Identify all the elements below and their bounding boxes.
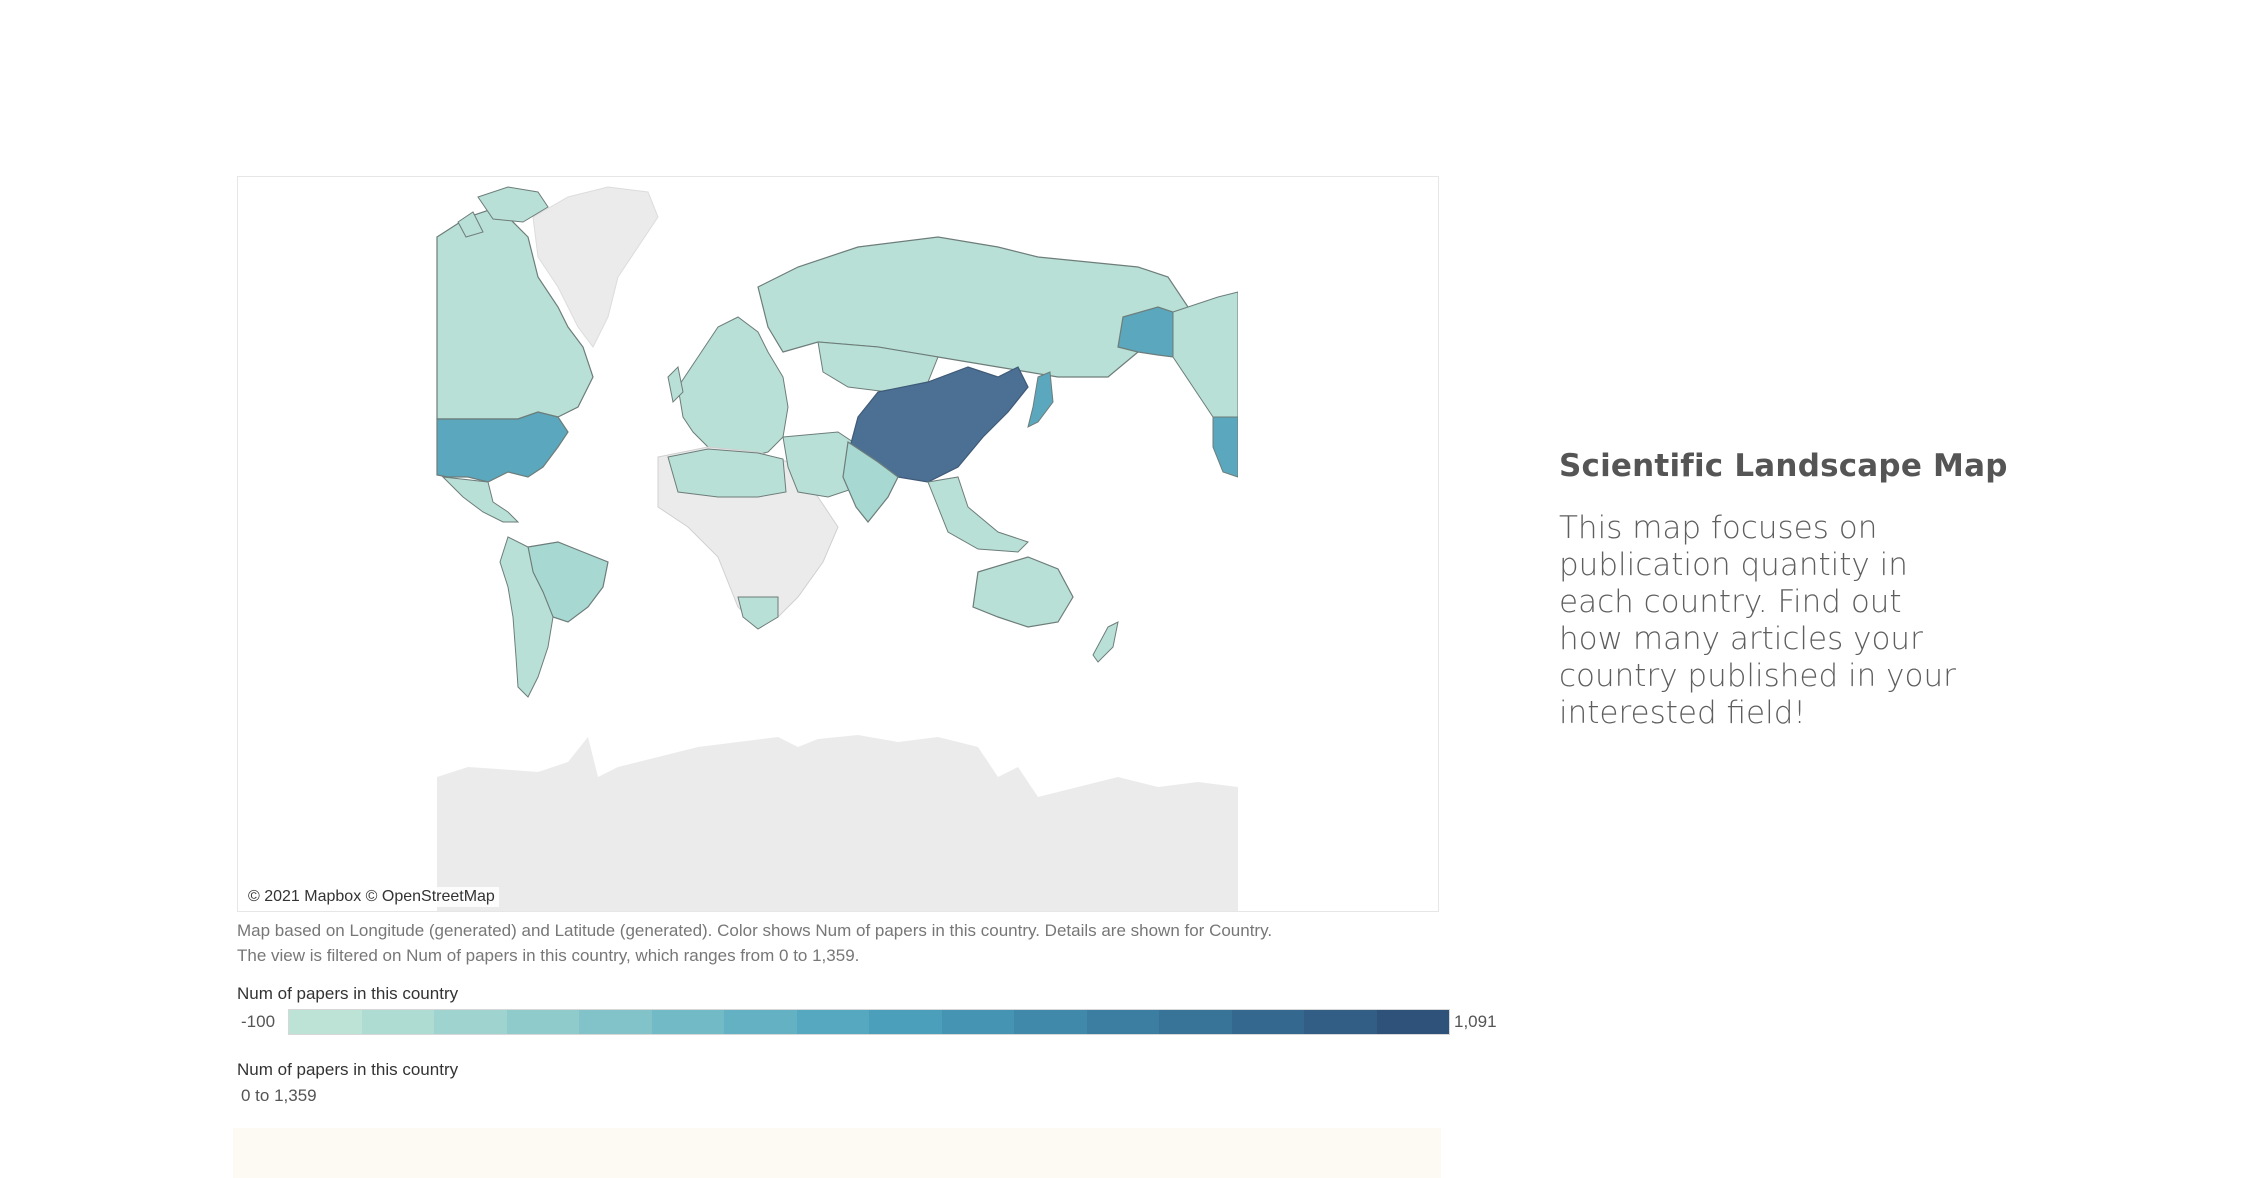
color-legend-step [434,1010,507,1034]
country-india[interactable] [842,440,899,523]
map-view[interactable]: © 2021 Mapbox © OpenStreetMap [237,176,1439,912]
caption-line-2: The view is filtered on Num of papers in… [237,946,860,965]
country-united-states[interactable] [436,411,569,483]
antarctica-landmass [437,735,1238,911]
color-legend-step [289,1010,362,1034]
color-legend-step [361,1010,434,1034]
color-legend-title: Num of papers in this country [237,984,459,1003]
color-legend-step [1014,1010,1087,1034]
map-attribution[interactable]: © 2021 Mapbox © OpenStreetMap [244,887,499,907]
filter-legend-range[interactable]: 0 to 1,359 [241,1086,317,1105]
caption-line-1: Map based on Longitude (generated) and L… [237,921,1273,940]
country-new-zealand [1092,621,1119,663]
north-africa-countries[interactable] [667,448,787,498]
region-southeast-asia[interactable] [927,476,1029,553]
map-right-blank [1238,177,1438,911]
footer-strip [233,1128,1441,1178]
filter-legend-title: Num of papers in this country [237,1060,459,1079]
canada-islands [457,186,549,238]
south-america-west[interactable] [499,536,554,698]
color-legend-step [796,1010,869,1034]
map-caption: Map based on Longitude (generated) and L… [237,918,1437,968]
color-legend-step [506,1010,579,1034]
side-panel-title: Scientific Landscape Map [1559,448,2008,484]
color-legend-step [1304,1010,1377,1034]
color-legend-step [941,1010,1014,1034]
color-legend-max: 1,091 [1454,1012,1497,1031]
color-legend-step [579,1010,652,1034]
world-map[interactable] [238,177,1438,911]
country-south-africa[interactable] [737,596,779,630]
color-legend-step [1159,1010,1232,1034]
uk-ireland [667,365,684,404]
alaska[interactable] [1117,306,1174,358]
color-legend-step [869,1010,942,1034]
usa-wrap [1212,416,1239,478]
color-legend-step [1231,1010,1304,1034]
color-legend-min: -100 [241,1012,276,1031]
country-mexico[interactable] [441,476,520,523]
region-europe[interactable] [677,316,789,458]
color-legend-gradient[interactable] [288,1009,1450,1035]
color-legend-step [1086,1010,1159,1034]
color-legend-step [724,1010,797,1034]
side-panel-description: This map focuses on publication quantity… [1559,510,1956,731]
color-legend-step [1376,1010,1449,1034]
country-japan[interactable] [1027,371,1054,428]
color-legend[interactable]: -100 1,091 [237,1009,1497,1035]
greenland [532,186,659,348]
country-australia[interactable] [972,556,1074,628]
color-legend-step [651,1010,724,1034]
